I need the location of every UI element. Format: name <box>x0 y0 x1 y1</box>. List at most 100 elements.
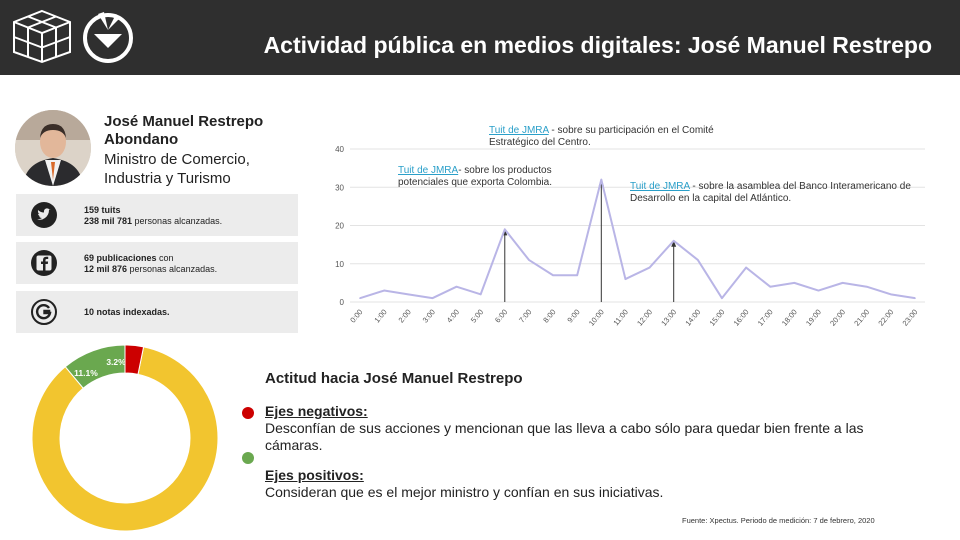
annotation-6h-text: - sobre los productos potenciales que ex… <box>398 165 552 188</box>
x-tick-label: 11:00 <box>611 308 630 328</box>
y-tick-label: 20 <box>335 222 344 231</box>
positive-axis-heading: Ejes positivos: <box>265 467 364 483</box>
data-point <box>624 278 627 280</box>
slice-label: 85.7% <box>113 493 138 503</box>
x-tick-label: 12:00 <box>635 308 654 328</box>
x-tick-label: 20:00 <box>828 308 847 328</box>
negative-axis-text: Desconfían de sus acciones y mencionan q… <box>265 420 864 453</box>
series-line <box>359 178 916 300</box>
twitter-icon <box>31 202 57 228</box>
donut-slice <box>124 344 145 375</box>
data-point <box>383 289 385 292</box>
x-tick-label: 13:00 <box>659 308 678 328</box>
y-tick-label: 0 <box>340 298 345 307</box>
portrait-image <box>15 110 91 186</box>
annotation-13h: Tuit de JMRA - sobre la asamblea del Ban… <box>630 181 940 205</box>
x-tick-label: 18:00 <box>780 308 799 328</box>
x-tick-label: 3:00 <box>421 308 437 325</box>
x-tick-label: 14:00 <box>683 308 702 328</box>
positive-dot <box>242 452 254 464</box>
annotation-6h: Tuit de JMRA- sobre los productos potenc… <box>398 165 553 189</box>
x-tick-label: 6:00 <box>493 308 509 325</box>
x-tick-label: 22:00 <box>876 308 895 328</box>
y-tick-label: 30 <box>335 183 344 192</box>
x-tick-label: 8:00 <box>541 308 557 325</box>
data-point <box>503 228 506 231</box>
data-point <box>407 293 410 296</box>
data-point <box>914 297 916 299</box>
twitter-stat-text: 159 tuits 238 mil 781 personas alcanzada… <box>84 205 222 227</box>
data-point <box>455 285 458 288</box>
x-tick-label: 9:00 <box>565 308 581 325</box>
slice-label: 3.2% <box>106 357 126 367</box>
data-point <box>721 297 723 299</box>
google-icon <box>31 299 57 325</box>
twitter-stat-card: 159 tuits 238 mil 781 personas alcanzada… <box>16 194 298 236</box>
data-point <box>552 274 554 277</box>
x-tick-label: 1:00 <box>372 308 388 325</box>
x-tick-label: 17:00 <box>756 308 775 328</box>
annotation-10h-text: - sobre su participación en el Comité Es… <box>489 125 714 148</box>
attitude-donut-chart: 85.7% 11.1% 3.2% <box>31 344 219 532</box>
facebook-post-label: con <box>156 253 174 263</box>
avatar <box>15 110 91 186</box>
x-tick-label: 0:00 <box>348 308 364 325</box>
data-point <box>697 259 699 261</box>
data-point <box>890 293 892 296</box>
facebook-stat-card: 69 publicaciones con 12 mil 876 personas… <box>16 242 298 284</box>
data-point <box>865 285 868 288</box>
data-point <box>672 240 675 242</box>
page-title: Actividad pública en medios digitales: J… <box>263 32 932 58</box>
x-tick-label: 19:00 <box>804 308 823 328</box>
y-tick-label: 10 <box>335 260 344 269</box>
x-tick-label: 23:00 <box>901 308 920 328</box>
data-point <box>745 266 747 269</box>
data-point <box>817 289 820 292</box>
tweet-link-13h[interactable]: Tuit de JMRA <box>630 181 690 192</box>
profile-role: Ministro de Comercio, Industria y Turism… <box>104 151 250 187</box>
donut-slice <box>31 346 219 532</box>
data-point <box>648 266 651 269</box>
x-tick-label: 2:00 <box>397 308 413 325</box>
brand-logo-icon <box>83 12 133 63</box>
data-point <box>793 282 796 284</box>
twitter-reach: 238 mil 781 <box>84 216 133 226</box>
annotation-arrowhead <box>671 240 677 247</box>
facebook-stat-text: 69 publicaciones con 12 mil 876 personas… <box>84 253 217 275</box>
source-note: Fuente: Xpectus. Periodo de medición: 7 … <box>682 516 875 525</box>
positive-axis-text: Consideran que es el mejor ministro y co… <box>265 484 664 500</box>
google-stat-card: 10 notas indexadas. <box>16 291 298 333</box>
attitude-title: Actitud hacia José Manuel Restrepo <box>265 370 523 387</box>
tweet-link-10h[interactable]: Tuit de JMRA <box>489 125 549 136</box>
x-tick-label: 5:00 <box>469 308 485 325</box>
data-point <box>359 297 361 299</box>
data-point <box>528 259 530 261</box>
tweet-link-6h[interactable]: Tuit de JMRA <box>398 165 459 176</box>
google-stat-text: 10 notas indexadas. <box>84 307 170 318</box>
data-point <box>841 282 844 284</box>
y-tick-label: 40 <box>335 145 344 154</box>
twitter-tweet-count: 159 tuits <box>84 205 121 215</box>
data-point <box>576 274 578 277</box>
negative-axis-heading: Ejes negativos: <box>265 403 368 419</box>
data-point <box>431 297 434 299</box>
data-point <box>600 178 603 181</box>
x-tick-label: 21:00 <box>852 308 871 328</box>
twitter-reach-label: personas alcanzadas. <box>132 216 223 226</box>
facebook-reach: 12 mil 876 <box>84 264 128 274</box>
facebook-post-count: 69 publicaciones <box>84 253 157 263</box>
cube-logo-icon <box>13 9 71 64</box>
google-notes-count: 10 notas indexadas. <box>84 307 170 317</box>
profile-name: José Manuel Restrepo Abondano <box>104 113 264 148</box>
slice-label: 11.1% <box>74 368 98 378</box>
data-point <box>769 285 772 288</box>
x-tick-label: 4:00 <box>445 308 461 325</box>
x-tick-label: 7:00 <box>517 308 533 325</box>
data-point <box>479 293 482 296</box>
hourly-activity-line-chart: 0 10 20 30 40 0:00 1:00 2:00 3:00 4:00 5:00 6:00 7:0… <box>335 145 925 328</box>
header-bar: Actividad pública en medios digitales: J… <box>0 0 960 75</box>
negative-dot <box>242 407 254 419</box>
x-tick-label: 15:00 <box>708 308 727 328</box>
facebook-icon <box>31 250 57 276</box>
annotation-10h: Tuit de JMRA - sobre su participación en… <box>489 125 729 149</box>
